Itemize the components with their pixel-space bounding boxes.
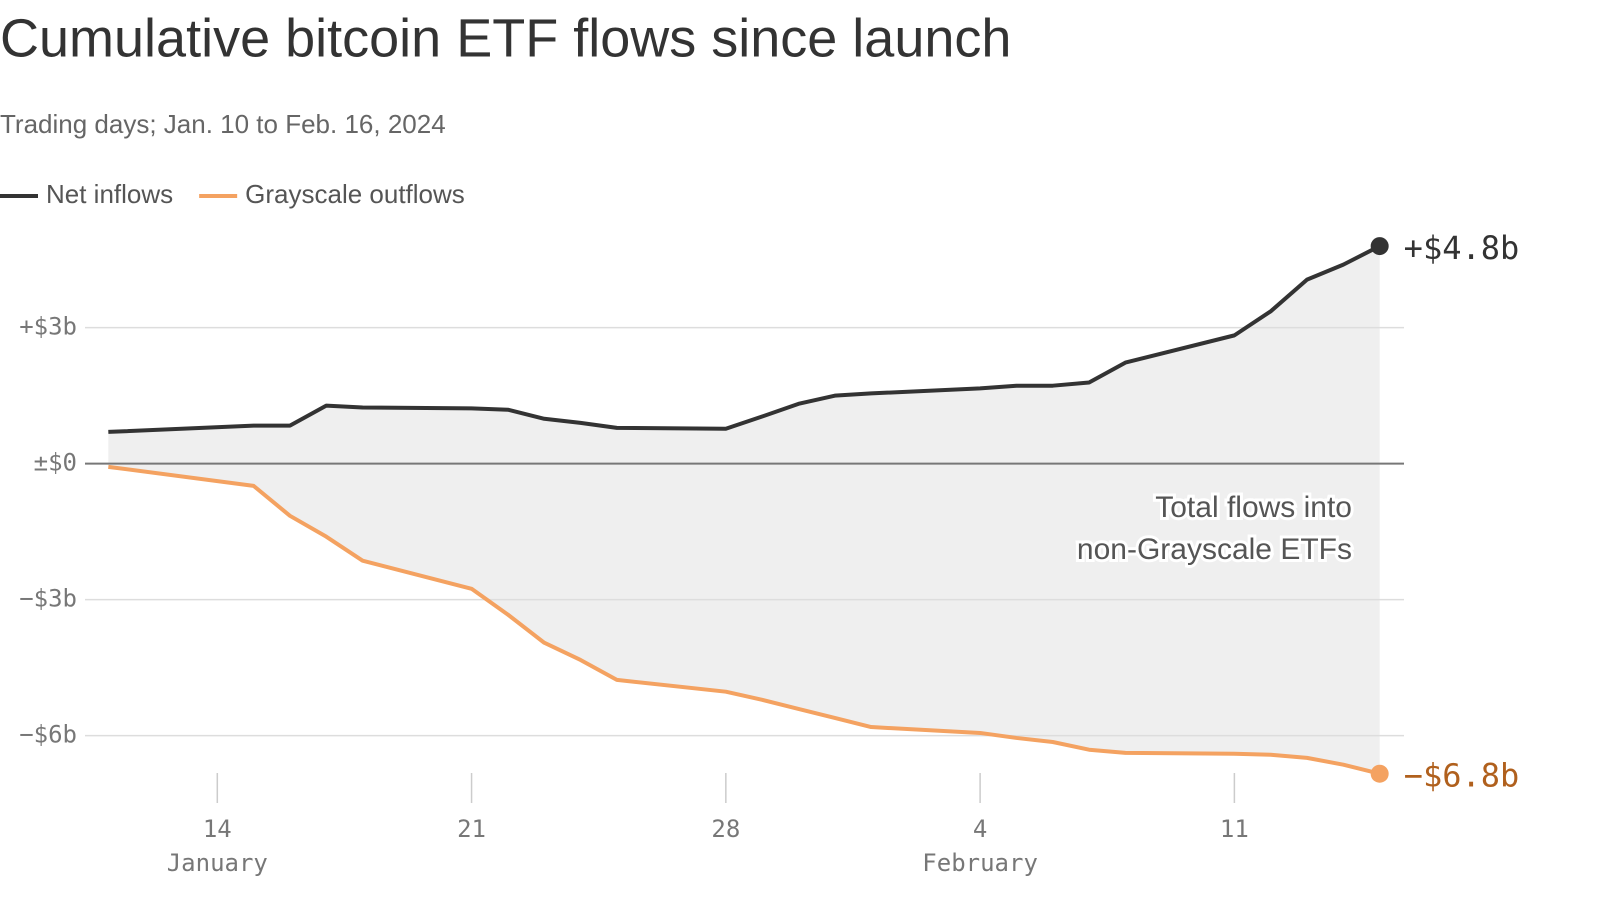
series-line bbox=[108, 464, 1381, 776]
annotation: non-Grayscale ETFs bbox=[1077, 533, 1352, 566]
x-group-label: February bbox=[922, 849, 1038, 877]
flow-area bbox=[108, 246, 1380, 774]
x-tick-label: 11 bbox=[1220, 815, 1249, 843]
y-tick-label: +$3b bbox=[19, 313, 77, 341]
chart-title: Cumulative bitcoin ETF flows since launc… bbox=[0, 8, 1011, 68]
legend-label: Grayscale outflows bbox=[245, 179, 465, 209]
annotation: Total flows into bbox=[1155, 491, 1352, 524]
x-tick-label: 28 bbox=[711, 815, 740, 843]
legend-label: Net inflows bbox=[46, 179, 173, 209]
x-tick-label: 4 bbox=[973, 815, 987, 843]
y-tick-label: −$3b bbox=[19, 585, 77, 613]
end-label: +$4.8b bbox=[1404, 229, 1520, 267]
end-point bbox=[1370, 237, 1389, 256]
x-tick-label: 21 bbox=[457, 815, 486, 843]
series-line bbox=[108, 244, 1381, 434]
end-point bbox=[1370, 764, 1389, 783]
y-tick-label: −$6b bbox=[19, 721, 77, 749]
x-group-label: January bbox=[167, 849, 268, 877]
end-label: −$6.8b bbox=[1404, 757, 1520, 795]
y-tick-label: ±$0 bbox=[34, 449, 77, 477]
chart-subtitle: Trading days; Jan. 10 to Feb. 16, 2024 bbox=[0, 109, 446, 139]
x-tick-label: 14 bbox=[203, 815, 232, 843]
